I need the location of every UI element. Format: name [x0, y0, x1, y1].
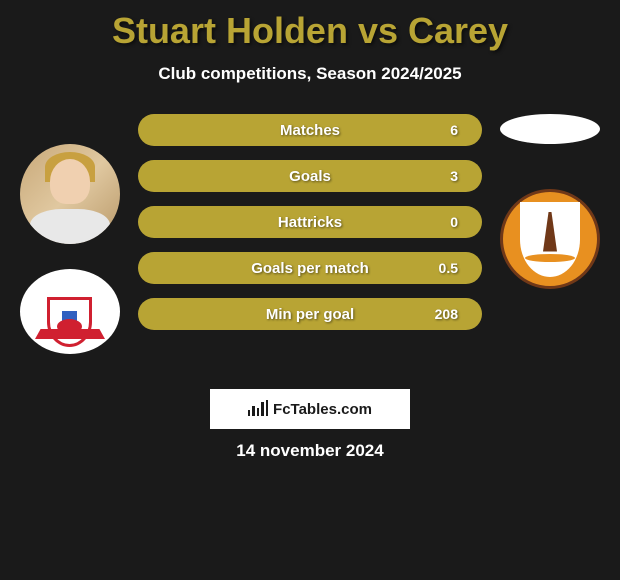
blackpool-badge-inner [520, 202, 580, 277]
blackpool-badge [500, 189, 600, 289]
stat-value: 6 [450, 122, 458, 138]
stat-label: Matches [280, 122, 340, 139]
stat-row-hattricks: Hattricks 0 [138, 206, 482, 238]
player-photo [20, 144, 120, 244]
left-column [20, 109, 120, 354]
page-subtitle: Club competitions, Season 2024/2025 [20, 64, 600, 84]
stat-label: Hattricks [278, 214, 342, 231]
stat-value: 3 [450, 168, 458, 184]
chart-bars [248, 400, 268, 416]
right-column [500, 109, 600, 289]
stat-label: Min per goal [266, 306, 354, 323]
main-content-row: Matches 6 Goals 3 Hattricks 0 Goals per … [20, 109, 600, 354]
bolton-badge [20, 269, 120, 354]
bolton-badge-inner [30, 279, 110, 344]
stat-row-matches: Matches 6 [138, 114, 482, 146]
bar-shape [252, 406, 254, 416]
stat-row-goals-per-match: Goals per match 0.5 [138, 252, 482, 284]
footer-brand-box: FcTables.com [210, 389, 410, 429]
stat-row-goals: Goals 3 [138, 160, 482, 192]
stat-label: Goals per match [251, 260, 369, 277]
stat-row-min-per-goal: Min per goal 208 [138, 298, 482, 330]
blackpool-tower-shape [543, 212, 557, 252]
stat-value: 208 [435, 306, 458, 322]
placeholder-pill [500, 114, 600, 144]
bar-shape [248, 410, 250, 416]
main-container: Stuart Holden vs Carey Club competitions… [0, 0, 620, 580]
stat-label: Goals [289, 168, 331, 185]
bolton-ribbon-shape [35, 329, 105, 339]
chart-icon [248, 400, 268, 418]
page-title: Stuart Holden vs Carey [20, 10, 600, 52]
stats-column: Matches 6 Goals 3 Hattricks 0 Goals per … [138, 109, 482, 330]
player-face-shape [50, 159, 90, 204]
bar-shape [261, 402, 263, 416]
footer-brand-text: FcTables.com [273, 401, 372, 418]
stat-value: 0.5 [439, 260, 458, 276]
bar-shape [266, 400, 268, 416]
bar-shape [257, 408, 259, 416]
player-shoulder-shape [30, 209, 110, 244]
date-text: 14 november 2024 [20, 441, 600, 461]
stat-value: 0 [450, 214, 458, 230]
blackpool-wave-shape [525, 254, 575, 262]
